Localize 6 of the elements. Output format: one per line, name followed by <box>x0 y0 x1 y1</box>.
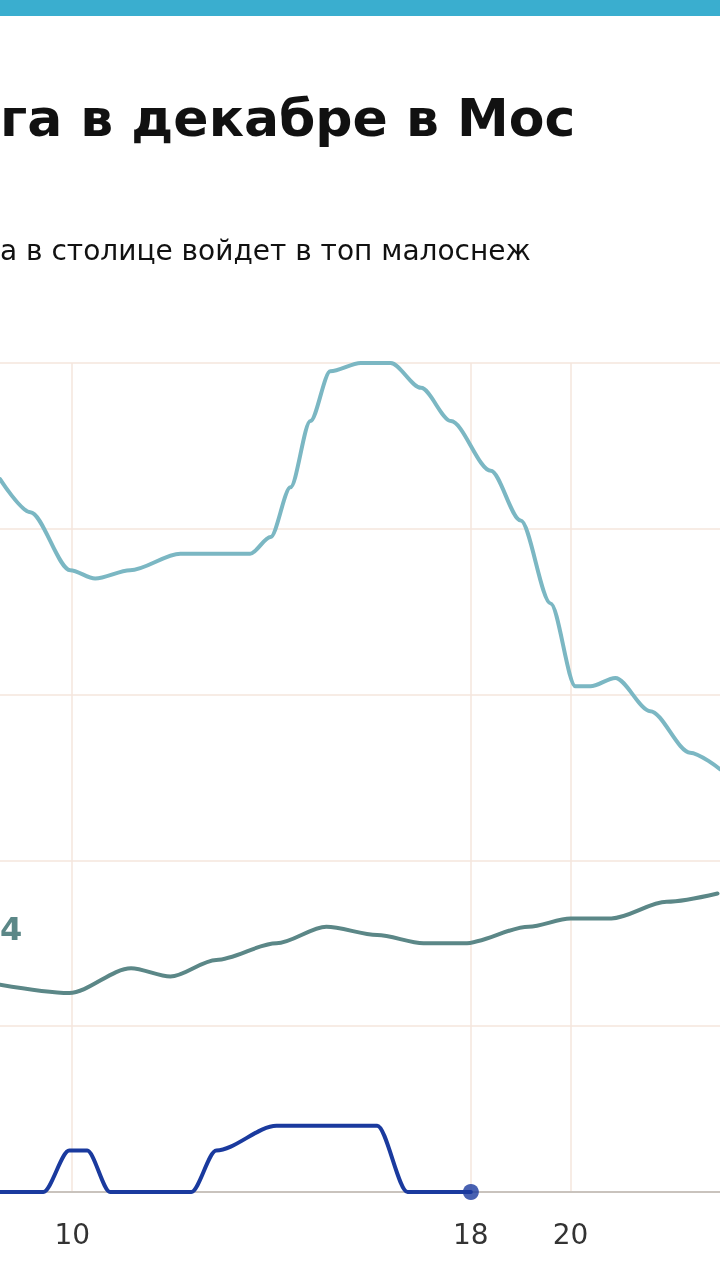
chart-subtitle: а в столице войдет в топ малоснеж <box>0 234 531 267</box>
x-tick-label: 20 <box>552 1217 589 1251</box>
chart-title: га в декабре в Мос <box>0 88 576 148</box>
x-tick-label: 10 <box>54 1217 91 1251</box>
annotation: 4 <box>0 909 23 948</box>
x-tick-label: 18 <box>453 1217 489 1251</box>
